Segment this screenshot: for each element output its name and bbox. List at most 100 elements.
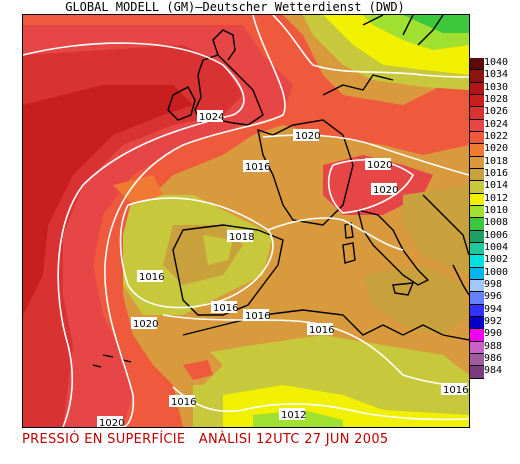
legend-label: 1018 xyxy=(484,155,509,167)
svg-text:1016: 1016 xyxy=(245,311,270,322)
legend-swatch xyxy=(470,329,484,342)
legend-label: 988 xyxy=(484,340,503,352)
legend-label: 1014 xyxy=(484,180,509,192)
isobar-1016-mid-line xyxy=(267,217,404,251)
isobar-label-1016-d: 1016 xyxy=(243,309,270,322)
legend-swatch xyxy=(470,58,484,71)
atlantic-high-core xyxy=(23,85,193,315)
legend-swatch xyxy=(470,94,484,108)
legend-label: 1016 xyxy=(484,167,509,179)
legend-entry: 1030 xyxy=(470,81,520,95)
legend-label: 1026 xyxy=(484,106,509,118)
legend-entry: 992 xyxy=(470,315,520,330)
svg-text:1020: 1020 xyxy=(295,131,320,142)
isobar-labels: 1024 1020 1020 1020 1016 1016 1018 1016 … xyxy=(97,110,468,427)
svg-text:1018: 1018 xyxy=(229,232,254,243)
svg-text:1012: 1012 xyxy=(281,410,306,421)
isobar-label-1016-b: 1016 xyxy=(137,270,164,283)
legend-swatch xyxy=(470,119,484,132)
legend-swatch xyxy=(470,82,484,95)
legend-entry: 1000 xyxy=(470,267,520,280)
legend-label: 984 xyxy=(484,365,503,377)
sardinia-coast xyxy=(342,242,356,264)
legend-entry: 986 xyxy=(470,352,520,367)
legend-label: 1010 xyxy=(484,204,509,216)
north-low-yellow xyxy=(323,15,469,75)
svg-text:1020: 1020 xyxy=(367,160,392,171)
legend-label: 1020 xyxy=(484,143,509,155)
legend-entry: 1004 xyxy=(470,241,520,256)
legend-label: 1008 xyxy=(484,217,509,229)
isobar-lines xyxy=(23,15,469,427)
legend-entry: 1006 xyxy=(470,230,520,243)
isobar-1016-atlas-line xyxy=(172,386,244,412)
legend-label: 986 xyxy=(484,352,503,364)
north-low-olive xyxy=(303,15,469,90)
legend-entry: 1008 xyxy=(470,217,520,231)
isobar-label-1016-g: 1016 xyxy=(441,383,468,396)
legend-entry: 1014 xyxy=(470,180,520,194)
scotland-coast xyxy=(212,29,236,61)
legend-entry: 1022 xyxy=(470,131,520,145)
legend-label: 1024 xyxy=(484,118,509,130)
legend-swatch xyxy=(470,316,484,330)
legend-label: 1012 xyxy=(484,192,509,204)
uk-coast xyxy=(194,54,264,126)
legend-label: 994 xyxy=(484,303,503,315)
canary-coast xyxy=(92,354,132,368)
legend-entry: 1002 xyxy=(470,254,520,268)
legend-entry: 1024 xyxy=(470,118,520,132)
isobar-1016-south-line xyxy=(162,314,469,388)
balkans-coast xyxy=(422,194,469,256)
legend-entry: 996 xyxy=(470,291,520,305)
isobar-label-1020-a: 1020 xyxy=(293,129,320,142)
legend-swatch xyxy=(470,279,484,293)
map-title: GLOBAL MODELL (GM)—Deutscher Wetterdiens… xyxy=(65,0,405,14)
isobar-1012-line xyxy=(242,403,469,421)
legend-label: 1028 xyxy=(484,93,509,105)
legend-swatch xyxy=(470,131,484,145)
pressure-map: 1024 1020 1020 1020 1016 1016 1018 1016 … xyxy=(22,14,470,428)
legend-label: 996 xyxy=(484,291,503,303)
legend-swatch xyxy=(470,304,484,317)
legend-swatch xyxy=(470,341,484,354)
legend-entry: 1018 xyxy=(470,155,520,169)
isobar-label-1024-a: 1024 xyxy=(197,110,224,123)
legend-swatch xyxy=(470,267,484,280)
svg-text:1020: 1020 xyxy=(99,418,124,427)
svg-text:1024: 1024 xyxy=(199,112,224,123)
legend-swatch xyxy=(470,292,484,305)
legend-label: 992 xyxy=(484,315,503,327)
legend-swatch xyxy=(470,218,484,231)
isobar-label-1018: 1018 xyxy=(227,230,254,243)
legend-label: 1004 xyxy=(484,241,509,253)
east-1016 xyxy=(403,185,469,275)
isobar-label-1020-b: 1020 xyxy=(365,158,392,171)
isobar-label-1012: 1012 xyxy=(279,408,306,421)
france-coast xyxy=(257,119,354,226)
legend-entry: 1016 xyxy=(470,167,520,182)
svg-text:1016: 1016 xyxy=(443,385,468,396)
legend-entry: 1034 xyxy=(470,69,520,83)
legend-label: 1034 xyxy=(484,69,509,81)
isobar-label-1020-c: 1020 xyxy=(371,183,398,196)
legend-swatch xyxy=(470,353,484,367)
legend-label: 1002 xyxy=(484,254,509,266)
legend-swatch xyxy=(470,181,484,194)
legend-swatch xyxy=(470,70,484,83)
isobar-label-1020-d: 1020 xyxy=(131,317,158,330)
legend-entry: 990 xyxy=(470,328,520,342)
legend-entry: 1020 xyxy=(470,143,520,157)
legend-swatch xyxy=(470,156,484,169)
legend-entry: 1010 xyxy=(470,204,520,219)
legend-swatch xyxy=(470,230,484,243)
iberian-low-1014 xyxy=(203,235,233,265)
legend-entry: 1028 xyxy=(470,93,520,108)
legend-swatch xyxy=(470,107,484,120)
map-caption: PRESSIÓ EN SUPERFÍCIE ANÀLISI 12UTC 27 J… xyxy=(22,432,389,447)
legend-label: 998 xyxy=(484,278,503,290)
isobar-1020-north-line xyxy=(104,15,286,427)
svg-text:1016: 1016 xyxy=(309,325,334,336)
north-low-green2 xyxy=(403,15,469,33)
legend-label: 1030 xyxy=(484,81,509,93)
